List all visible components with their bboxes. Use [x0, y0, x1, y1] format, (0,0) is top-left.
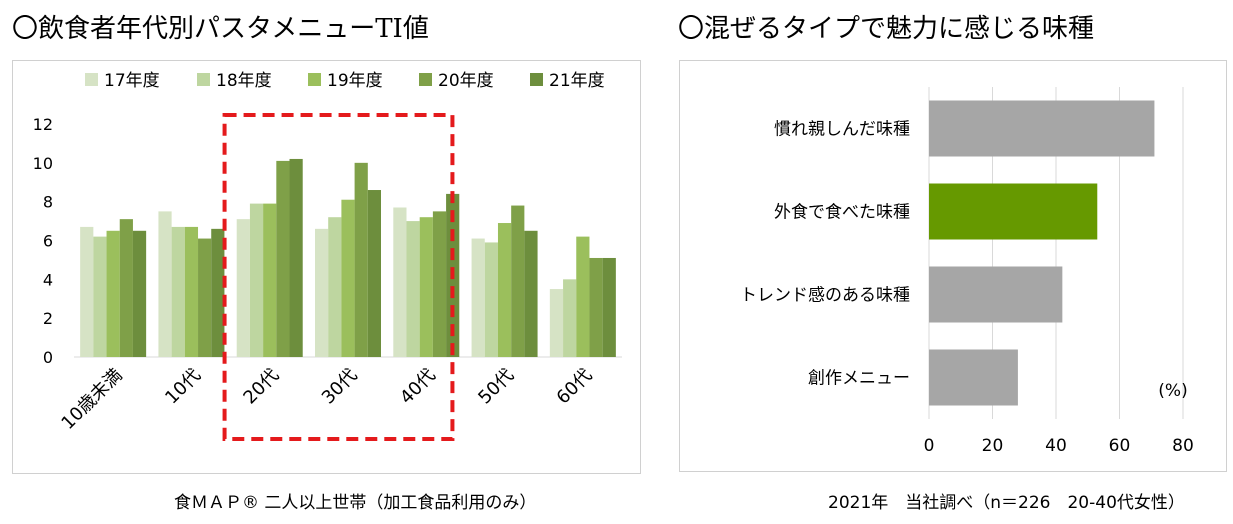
bar-17年度	[236, 219, 250, 357]
bar-21年度	[367, 190, 381, 357]
bar-21年度	[602, 257, 616, 357]
bar-21年度	[289, 158, 303, 357]
y-tick-label: 8	[43, 193, 53, 212]
left-chart-title: 〇飲食者年代別パスタメニューTI値	[12, 14, 429, 44]
x-category-label: 60代	[553, 365, 597, 409]
bar-18年度	[328, 217, 342, 357]
legend-swatch	[85, 73, 98, 86]
legend-label: 20年度	[438, 71, 494, 91]
highlight-dashed-box	[222, 113, 455, 441]
unit-label: (%)	[1158, 381, 1187, 401]
x-category-label: 10歳未満	[57, 365, 126, 434]
x-category-label: 40代	[396, 365, 440, 409]
legend-label: 21年度	[549, 71, 605, 91]
bar-創作メニュー	[929, 349, 1018, 406]
bar-20年度	[354, 162, 368, 357]
legend-swatch	[530, 73, 543, 86]
bar-20年度	[589, 257, 603, 357]
bar-19年度	[419, 217, 433, 357]
y-tick-label: 0	[43, 348, 53, 367]
y-tick-label: 4	[43, 270, 53, 289]
y-category-label: 創作メニュー	[808, 369, 910, 389]
bar-17年度	[80, 226, 94, 357]
x-tick-label: 0	[924, 436, 935, 456]
bar-外食で食べた味種	[929, 183, 1098, 240]
y-tick-label: 10	[33, 154, 53, 173]
bar-18年度	[563, 279, 577, 357]
bar-18年度	[406, 221, 420, 357]
bar-19年度	[184, 226, 199, 357]
y-category-label: トレンド感のある味種	[740, 286, 910, 306]
x-category-label: 30代	[318, 365, 362, 409]
bar-19年度	[263, 203, 277, 357]
x-tick-label: 80	[1172, 436, 1194, 456]
legend-label: 19年度	[327, 71, 383, 91]
x-tick-label: 40	[1045, 436, 1067, 456]
x-category-label: 20代	[239, 365, 283, 409]
left-source-caption: 食ＭＡＰ® 二人以上世帯（加工食品利用のみ）	[174, 493, 537, 513]
bar-20年度	[119, 219, 133, 357]
bar-17年度	[471, 238, 485, 357]
bar-19年度	[341, 199, 355, 357]
left-chart-panel: 0 2 4 6 8 10 12 17年度 18年度 19年度 20年度 21年度 10歳未満 10代 20代…	[12, 60, 641, 474]
bar-20年度	[198, 238, 212, 357]
bar-18年度	[249, 203, 264, 357]
bar-慣れ親しんだ味種	[929, 100, 1155, 157]
ti-value-bar-chart: 0 2 4 6 8 10 12 17年度 18年度 19年度 20年度 21年度 10歳未満 10代 20代…	[33, 71, 622, 441]
bar-19年度	[106, 230, 120, 357]
bar-20年度	[276, 160, 290, 357]
y-category-label: 外食で食べた味種	[774, 203, 910, 223]
bar-21年度	[211, 228, 225, 357]
y-category-label: 慣れ親しんだ味種	[774, 120, 910, 140]
legend-label: 18年度	[216, 71, 272, 91]
bar-20年度	[511, 205, 525, 357]
bar-19年度	[497, 223, 512, 357]
y-tick-label: 2	[43, 309, 53, 328]
x-tick-label: 60	[1109, 436, 1131, 456]
bar-トレンド感のある味種	[929, 266, 1063, 323]
right-chart-panel: 0 20 40 60 80 慣れ親しんだ味種 外食で食べた味種トレンド感のある味種創作メニュ…	[679, 60, 1227, 472]
y-tick-label: 12	[33, 115, 53, 134]
bar-17年度	[158, 211, 172, 357]
legend-swatch	[197, 73, 210, 86]
legend-label: 17年度	[104, 71, 160, 91]
bar-20年度	[432, 211, 447, 357]
bar-18年度	[171, 226, 185, 357]
bar-17年度	[315, 228, 329, 357]
bar-21年度	[132, 230, 147, 357]
x-category-label: 10代	[161, 365, 205, 409]
bar-21年度	[524, 230, 538, 357]
bar-19年度	[576, 236, 590, 357]
x-tick-label: 20	[982, 436, 1004, 456]
x-category-label: 50代	[474, 365, 518, 409]
y-tick-label: 6	[43, 232, 53, 251]
bar-17年度	[549, 289, 564, 357]
flavor-appeal-bar-chart: 0 20 40 60 80 慣れ親しんだ味種外食で食べた味種トレンド感のある味種創作メニュ…	[740, 87, 1194, 456]
legend-swatch	[308, 73, 321, 86]
bar-18年度	[484, 242, 498, 357]
legend-swatch	[419, 73, 432, 86]
bar-17年度	[393, 207, 407, 357]
bar-18年度	[93, 236, 107, 357]
right-chart-title: 〇混ぜるタイプで魅力に感じる味種	[678, 14, 1095, 44]
right-source-caption: 2021年 当社調べ（n＝226 20-40代女性）	[828, 493, 1185, 513]
